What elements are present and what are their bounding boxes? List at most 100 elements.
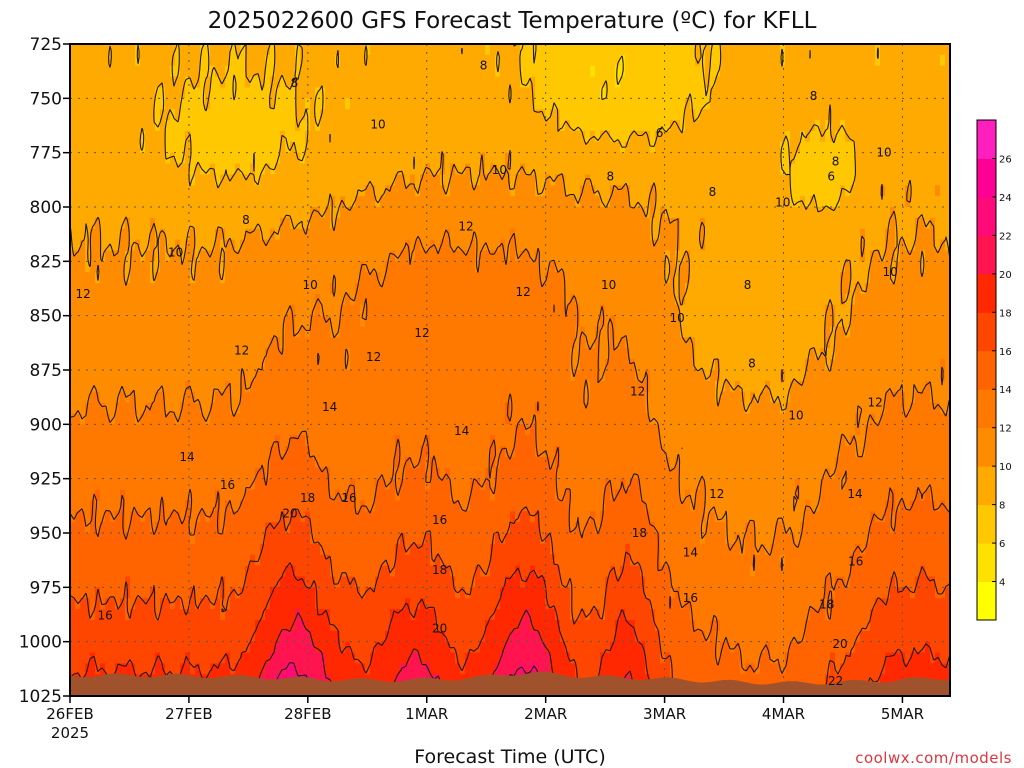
temperature-cell [705,293,711,306]
temperature-cell [210,228,216,241]
temperature-cell [755,239,761,252]
temperature-cell [205,250,211,262]
temperature-cell [565,217,571,230]
temperature-cell [285,250,291,262]
temperature-cell [150,152,156,165]
temperature-cell [430,87,436,99]
temperature-cell [885,196,891,208]
temperature-cell [685,283,691,295]
temperature-cell [280,272,286,284]
temperature-cell [710,185,716,197]
temperature-cell [790,98,796,110]
temperature-cell [260,152,266,165]
temperature-cell [415,315,421,328]
temperature-cell [845,304,851,317]
temperature-cell [795,283,801,295]
temperature-cell [390,315,396,328]
temperature-cell [170,261,176,273]
temperature-cell [750,337,756,349]
temperature-cell [575,109,581,121]
temperature-cell [770,304,776,317]
temperature-cell [535,315,541,328]
temperature-cell [510,98,516,110]
temperature-cell [835,283,841,295]
temperature-cell [535,337,541,349]
temperature-cell [710,239,716,252]
temperature-cell [575,250,581,262]
temperature-cell [130,283,136,295]
temperature-cell [125,239,131,252]
temperature-cell [400,239,406,252]
temperature-cell [540,250,546,262]
temperature-cell [790,152,796,165]
temperature-cell [165,293,171,306]
temperature-cell [595,261,601,273]
temperature-cell [915,283,921,295]
temperature-cell [790,283,796,295]
temperature-cell [500,304,506,317]
temperature-cell [105,54,111,67]
temperature-cell [430,174,436,186]
temperature-cell [620,98,626,110]
temperature-cell [660,239,666,252]
temperature-cell [625,239,631,252]
temperature-cell [225,293,231,306]
temperature-cell [680,315,686,328]
temperature-cell [750,293,756,306]
temperature-cell [195,228,201,241]
temperature-cell [220,196,226,208]
temperature-cell [535,272,541,284]
temperature-cell [205,348,211,360]
temperature-cell [630,54,636,67]
temperature-cell [145,228,151,241]
temperature-cell [640,109,646,121]
temperature-cell [625,207,631,219]
temperature-cell [875,54,881,67]
temperature-cell [565,130,571,143]
temperature-cell [255,141,261,154]
temperature-cell [365,228,371,241]
temperature-cell [200,44,206,56]
temperature-cell [175,152,181,165]
temperature-cell [215,272,221,284]
temperature-cell [860,217,866,230]
temperature-cell [590,261,596,273]
temperature-cell [585,152,591,165]
temperature-cell [680,185,686,197]
temperature-cell [230,304,236,317]
temperature-cell [345,130,351,143]
temperature-cell [895,54,901,67]
temperature-cell [385,293,391,306]
temperature-cell [945,174,950,186]
temperature-cell [690,87,696,99]
temperature-cell [870,217,876,230]
temperature-cell [475,207,481,219]
temperature-cell [580,239,586,252]
temperature-cell [295,185,301,197]
temperature-cell [840,196,846,208]
temperature-cell [715,152,721,165]
temperature-cell [450,207,456,219]
temperature-cell [925,65,931,78]
temperature-cell [125,315,131,328]
temperature-cell [890,76,896,89]
temperature-cell [375,283,381,295]
temperature-cell [495,130,501,143]
temperature-cell [760,54,766,67]
temperature-cell [170,337,176,349]
temperature-cell [910,141,916,154]
temperature-cell [485,141,491,154]
temperature-cell [170,239,176,252]
temperature-cell [310,272,316,284]
temperature-cell [885,120,891,132]
temperature-cell [430,65,436,78]
temperature-cell [910,261,916,273]
temperature-cell [425,87,431,99]
temperature-cell [730,174,736,186]
temperature-cell [190,348,196,360]
temperature-cell [655,65,661,78]
temperature-cell [725,239,731,252]
temperature-cell [90,185,96,197]
temperature-cell [570,250,576,262]
temperature-cell [120,293,126,306]
